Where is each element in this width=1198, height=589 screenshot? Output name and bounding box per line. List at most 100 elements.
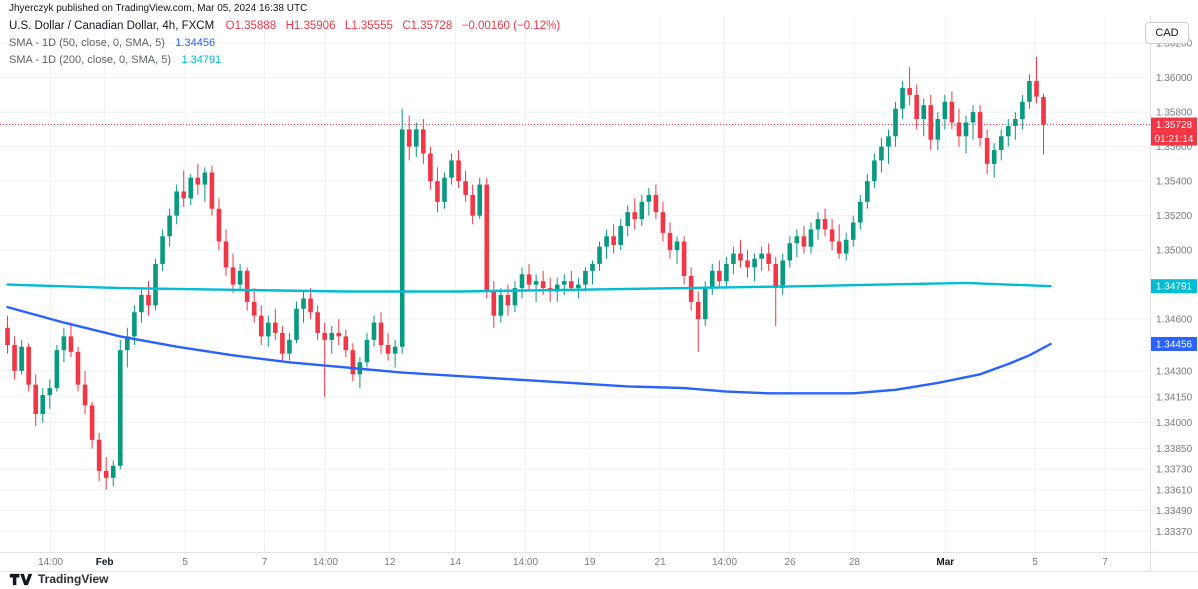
candle-body (829, 229, 835, 242)
candle-body (315, 312, 320, 333)
candle-body (963, 122, 969, 137)
candle-body (646, 194, 652, 202)
price-axis-label: 1.33730 (1156, 465, 1193, 476)
time-axis-label: 14:00 (513, 557, 538, 568)
tradingview-logo-text: TradingView (38, 572, 109, 586)
candle-body (745, 260, 750, 268)
last-price-badge (1151, 117, 1197, 132)
price-chart[interactable]: 1.36200 1.36000 1.35800 1.35600 1.35400 1.352… (0, 0, 1198, 572)
attribution-text: Jhyerczyk published on TradingView.com, … (9, 3, 308, 14)
time-axis-label: 12 (384, 557, 396, 568)
candle-body (512, 288, 518, 306)
candle-body (364, 339, 370, 363)
sma200-price-badge (1151, 279, 1197, 294)
candle-body (738, 253, 743, 261)
candle-body (1041, 96, 1046, 125)
candle-body (872, 160, 877, 182)
candle-body (421, 129, 426, 154)
candle-body (442, 177, 447, 202)
ohlc-low: L1.35555 (344, 20, 393, 32)
candle-body (991, 150, 997, 164)
candle-body (808, 229, 814, 247)
candle-body (942, 101, 948, 120)
candle-body (632, 212, 638, 220)
candle-body (639, 201, 645, 220)
candle-body (40, 395, 46, 414)
time-axis-label: 14 (450, 557, 462, 568)
time-axis-label: 26 (784, 557, 796, 568)
tradingview-logo[interactable]: TradingView (9, 572, 108, 586)
candle-body (491, 291, 497, 316)
chart-legend: U.S. Dollar / Canadian Dollar, 4h, FXCM … (9, 17, 560, 68)
candle-body (294, 308, 299, 340)
candle-body (406, 129, 412, 147)
time-axis-label: 14:00 (712, 557, 737, 568)
price-axis-label: 1.34150 (1156, 392, 1193, 403)
candle-body (435, 181, 440, 202)
time-axis-label: 19 (584, 557, 596, 568)
tradingview-logo-icon (9, 573, 33, 585)
sma200-label[interactable]: SMA - 1D (200, close, 0, SMA, 5) (9, 54, 172, 66)
candle-body (181, 191, 187, 199)
candle-body (611, 236, 616, 245)
candle-body (935, 119, 941, 140)
candle-body (54, 350, 60, 389)
symbol-legend-row: U.S. Dollar / Canadian Dollar, 4h, FXCM … (9, 17, 560, 34)
candle-body (456, 160, 461, 182)
candle-body (822, 219, 828, 230)
candle-body (33, 384, 39, 414)
candle-body (273, 322, 278, 333)
sma-200-line (6, 281, 1052, 293)
price-badges: 1.34791 1.34456 1.35728 01:21:14 (1151, 117, 1197, 351)
candle-body (371, 322, 377, 340)
candle-body (956, 122, 962, 137)
price-axis-label: 1.35200 (1156, 211, 1193, 222)
candle-body (533, 281, 539, 285)
candle-body (554, 284, 560, 292)
candle-body (385, 345, 391, 354)
candle-body (237, 270, 243, 285)
candle-body (843, 239, 849, 254)
candle-body (914, 94, 919, 120)
candle-body (160, 236, 165, 264)
time-axis-label: 5 (182, 557, 188, 568)
symbol-title[interactable]: U.S. Dollar / Canadian Dollar, 4h, FXCM (9, 20, 215, 32)
candle-body (977, 112, 983, 138)
sma50-label[interactable]: SMA - 1D (50, close, 0, SMA, 5) (9, 37, 165, 49)
candle-body (731, 253, 736, 264)
candle-body (378, 322, 384, 345)
candle-body (618, 225, 623, 245)
candle-body (561, 281, 567, 285)
candle-body (907, 87, 912, 95)
price-axis[interactable]: 1.36200 1.36000 1.35800 1.35600 1.35400 1.352… (1156, 39, 1193, 538)
candle-body (19, 346, 24, 371)
candle-body (195, 177, 201, 185)
time-axis-label: Feb (96, 557, 114, 568)
candle-body (893, 108, 898, 137)
sma200-price-badge-text: 1.34791 (1156, 282, 1193, 293)
candle-body (625, 212, 631, 226)
time-axis-label: 14:00 (313, 557, 338, 568)
candle-body (590, 263, 595, 271)
time-axis[interactable]: 14:00 Feb 5 7 14:00 12 14 14:00 19 21 14:00 26 28 Mar… (38, 557, 1108, 568)
candle-body (47, 388, 53, 396)
candle-body (815, 219, 821, 230)
candle-body (794, 236, 800, 244)
candle-body (900, 87, 905, 109)
candle-body (329, 332, 335, 340)
currency-toggle-button[interactable]: CAD (1145, 22, 1189, 44)
sma-50-line (6, 305, 1052, 395)
candle-body (1034, 81, 1039, 97)
candle-body (724, 263, 729, 282)
candle-body (477, 184, 483, 216)
candle-body (258, 315, 264, 337)
candle-body (5, 327, 10, 345)
candle-body (265, 322, 271, 337)
candle-body (667, 232, 673, 251)
price-axis-label: 1.34600 (1156, 315, 1193, 326)
candle-body (653, 194, 659, 213)
candle-body (301, 298, 306, 309)
price-axis-label: 1.33370 (1156, 527, 1193, 538)
candle-body (251, 301, 257, 316)
price-axis-label: 1.34000 (1156, 418, 1193, 429)
